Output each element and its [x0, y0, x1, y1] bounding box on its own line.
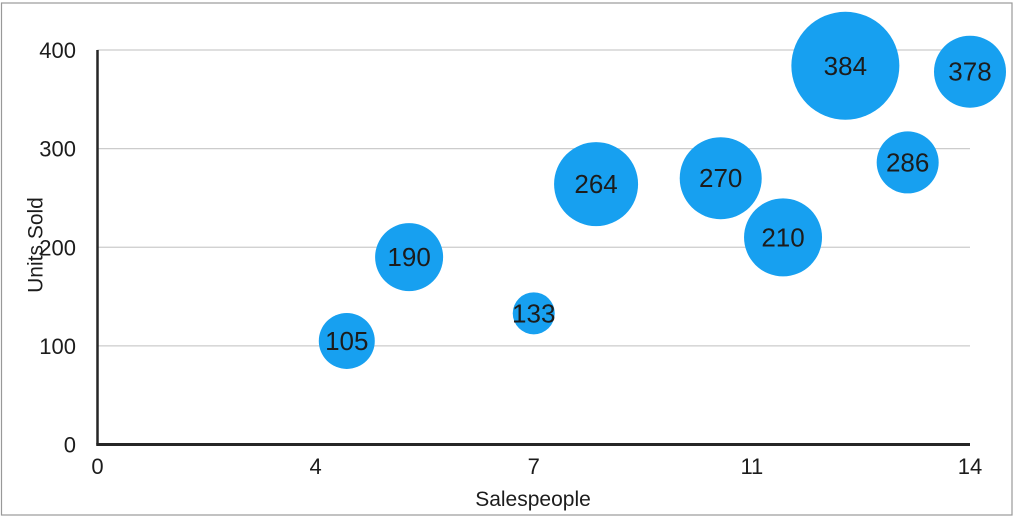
y-axis-title: Units Sold [24, 197, 48, 293]
bubble-label-286: 286 [886, 147, 929, 177]
y-tick-label-100: 100 [39, 334, 76, 359]
x-tick-label-11: 11 [740, 454, 763, 479]
bubble-label-105: 105 [325, 326, 368, 356]
x-tick-label-7: 7 [528, 454, 540, 479]
bubble-190 [375, 223, 444, 292]
bubble-label-210: 210 [761, 222, 804, 252]
y-tick-label-300: 300 [39, 137, 76, 162]
bubble-105 [318, 312, 375, 369]
bubble-286 [876, 131, 939, 194]
bubble-133 [512, 292, 555, 335]
bubble-label-384: 384 [824, 51, 867, 81]
bubble-270 [679, 137, 762, 220]
x-tick-label-0: 0 [91, 454, 103, 479]
bubble-label-264: 264 [574, 169, 617, 199]
bubble-378 [934, 35, 1006, 108]
x-tick-label-14: 14 [958, 454, 982, 479]
bubble-210 [744, 198, 823, 277]
x-axis-title: Salespeople [475, 488, 591, 511]
y-tick-label-0: 0 [64, 433, 76, 458]
bubble-label-190: 190 [387, 242, 430, 272]
bubble-label-270: 270 [699, 163, 742, 193]
y-tick-label-400: 400 [39, 38, 76, 63]
bubble-264 [554, 142, 639, 227]
bubble-384 [791, 11, 900, 120]
x-tick-label-4: 4 [310, 454, 322, 479]
bubble-label-378: 378 [948, 57, 991, 87]
bubble-label-133: 133 [512, 298, 555, 328]
y-tick-label-200: 200 [39, 235, 76, 260]
